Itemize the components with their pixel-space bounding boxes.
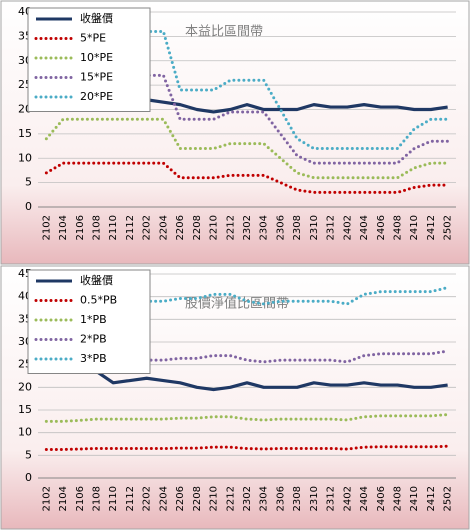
chart-title: 股價淨值比區間帶 [185, 296, 289, 312]
series-line [44, 444, 450, 451]
x-tick-label: 2310 [309, 486, 320, 511]
x-tick-label: 2208 [192, 215, 203, 240]
legend-label: 收盤價 [80, 273, 113, 287]
x-tick-label: 2404 [359, 486, 370, 511]
x-tick-label: 2410 [409, 486, 420, 511]
legend-box [27, 7, 151, 112]
x-tick-label: 2408 [392, 215, 403, 240]
y-tick-label: 20 [18, 380, 32, 393]
legend-label: 0.5*PB [80, 294, 117, 307]
x-tick-label: 2302 [242, 215, 253, 240]
x-tick-label: 2202 [142, 486, 153, 511]
x-tick-label: 2502 [443, 215, 454, 240]
series-line [45, 354, 448, 392]
x-tick-label: 2402 [342, 215, 353, 240]
legend-label: 20*PE [80, 90, 113, 103]
series-line [44, 413, 450, 423]
x-tick-label: 2408 [392, 486, 403, 511]
y-tick-label: 10 [18, 426, 32, 439]
x-tick-label: 2206 [175, 215, 186, 240]
x-tick-label: 2302 [242, 486, 253, 511]
x-tick-label: 2204 [158, 486, 169, 511]
y-tick-label: 5 [25, 176, 32, 189]
y-tick-label: 0 [25, 471, 32, 484]
x-tick-label: 2110 [108, 486, 119, 511]
x-tick-label: 2108 [92, 215, 103, 240]
x-tick-label: 2404 [359, 215, 370, 240]
x-tick-label: 2210 [209, 215, 220, 240]
x-tick-label: 2206 [175, 486, 186, 511]
x-tick-label: 2412 [426, 486, 437, 511]
legend-label: 10*PE [80, 51, 113, 64]
x-tick-label: 2202 [142, 215, 153, 240]
legend-label: 收盤價 [80, 11, 113, 25]
x-tick-label: 2102 [41, 486, 52, 511]
x-tick-label: 2112 [125, 486, 136, 511]
x-tick-label: 2212 [225, 215, 236, 240]
x-tick-label: 2308 [292, 215, 303, 240]
x-tick-label: 2402 [342, 486, 353, 511]
x-tick-label: 2204 [158, 215, 169, 240]
x-tick-label: 2112 [125, 215, 136, 240]
legend-label: 15*PE [80, 71, 113, 84]
x-tick-label: 2106 [75, 215, 86, 240]
x-tick-label: 2108 [92, 486, 103, 511]
x-tick-label: 2406 [376, 215, 387, 240]
x-tick-label: 2210 [209, 486, 220, 511]
x-tick-label: 2410 [409, 215, 420, 240]
x-tick-label: 2212 [225, 486, 236, 511]
x-tick-label: 2312 [326, 215, 337, 240]
x-tick-label: 2308 [292, 486, 303, 511]
series-line [44, 286, 450, 310]
x-tick-label: 2102 [41, 215, 52, 240]
y-tick-label: 15 [18, 403, 32, 416]
y-tick-label: 10 [18, 151, 32, 164]
x-tick-label: 2312 [326, 486, 337, 511]
series-line [44, 161, 450, 194]
x-tick-label: 2306 [275, 215, 286, 240]
x-tick-label: 2304 [259, 215, 270, 240]
x-tick-label: 2306 [275, 486, 286, 511]
x-tick-label: 2502 [443, 486, 454, 511]
x-tick-label: 2106 [75, 486, 86, 511]
legend-label: 5*PE [80, 32, 106, 45]
y-tick-label: 15 [18, 127, 32, 140]
series-line [44, 117, 450, 180]
x-tick-label: 2208 [192, 486, 203, 511]
y-tick-label: 0 [25, 200, 32, 213]
chart-title: 本益比區間帶 [185, 25, 263, 40]
legend-label: 3*PB [80, 352, 107, 365]
x-tick-label: 2412 [426, 215, 437, 240]
y-tick-label: 5 [25, 448, 32, 461]
legend-box [27, 269, 151, 374]
legend-label: 2*PB [80, 333, 107, 346]
x-tick-label: 2304 [259, 486, 270, 511]
legend-label: 1*PB [80, 313, 107, 326]
x-tick-label: 2104 [58, 486, 69, 511]
x-tick-label: 2310 [309, 215, 320, 240]
panel [0, 265, 470, 530]
x-tick-label: 2104 [58, 215, 69, 240]
x-tick-label: 2110 [108, 215, 119, 240]
x-tick-label: 2406 [376, 486, 387, 511]
